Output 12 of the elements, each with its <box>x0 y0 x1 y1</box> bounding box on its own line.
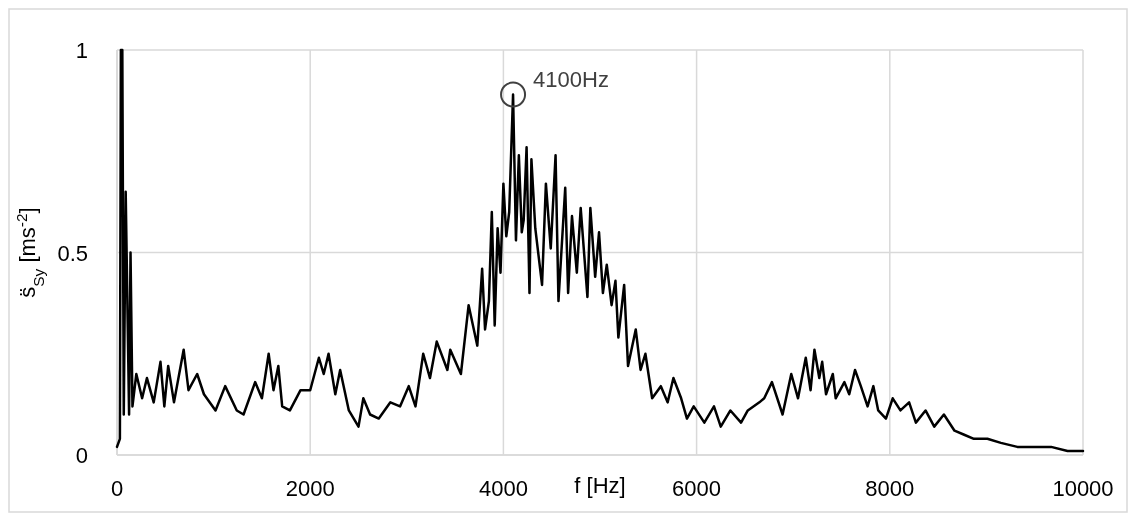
y-tick-label: 0.5 <box>57 240 88 266</box>
x-tick-label: 6000 <box>672 476 722 501</box>
y-tick-label: 0 <box>75 443 88 468</box>
x-tick-label: 10000 <box>1052 476 1114 501</box>
x-tick-label: 8000 <box>865 476 915 501</box>
annotation: 4100Hz <box>533 66 609 92</box>
x-tick-label: 4000 <box>478 476 528 501</box>
y-tick-label: 1 <box>75 38 88 63</box>
x-tick-label: 2000 <box>285 476 335 501</box>
x-tick-label: 0 <box>110 476 124 501</box>
x-axis-title: f [Hz] <box>574 473 626 498</box>
line-series <box>115 48 1085 453</box>
